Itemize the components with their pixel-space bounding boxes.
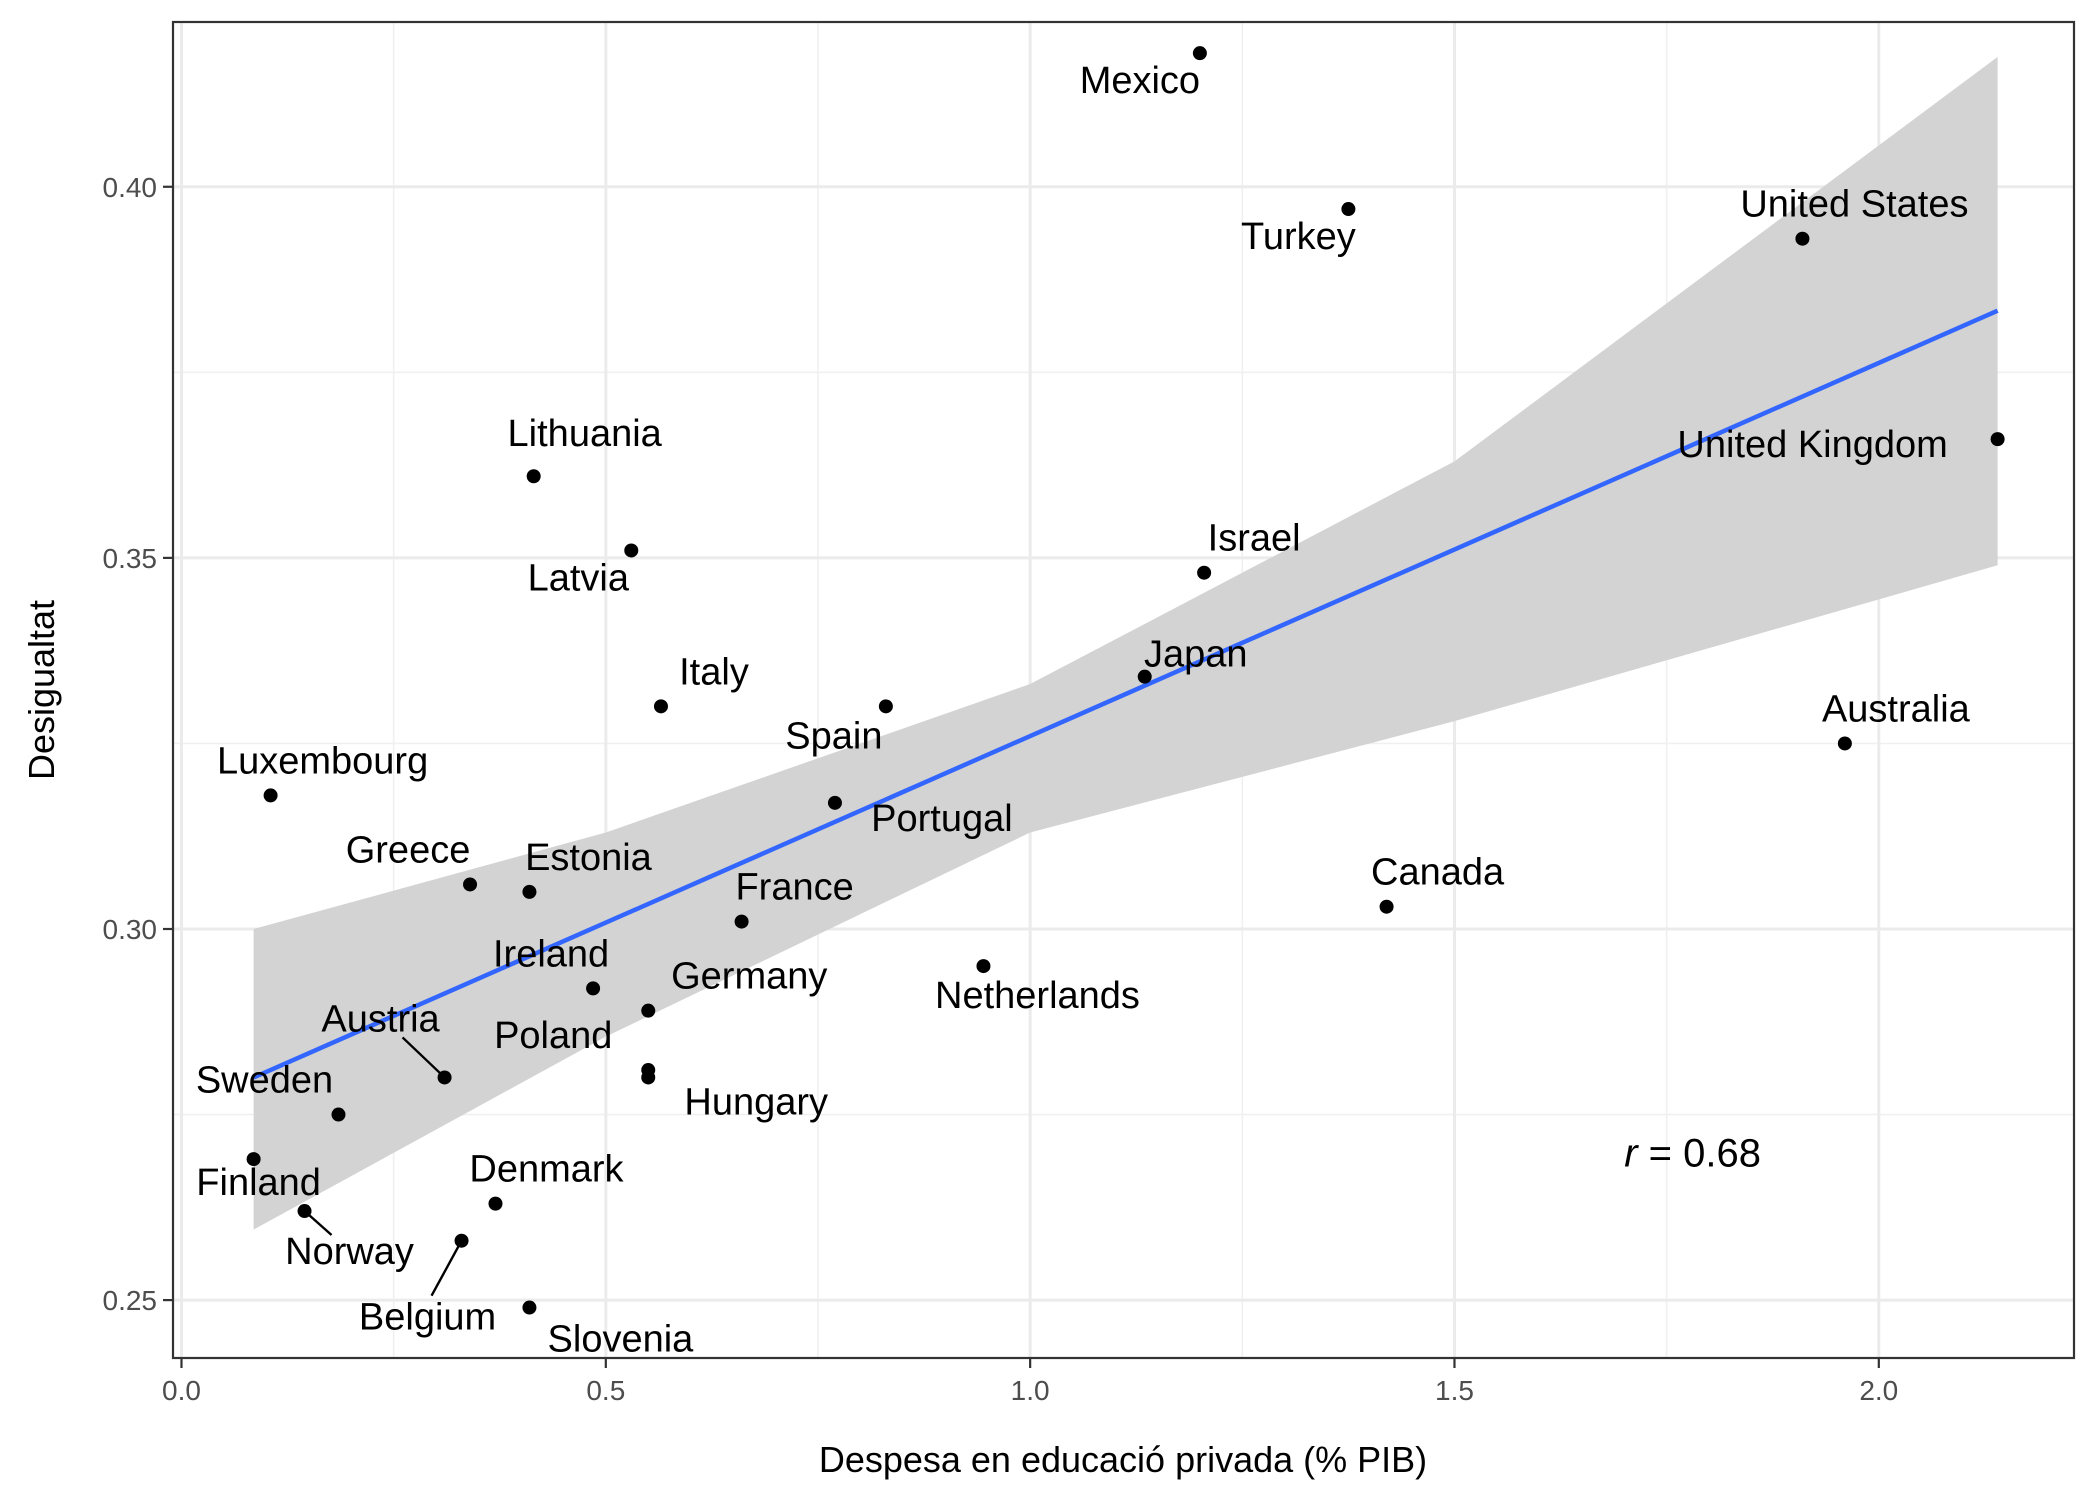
trend-line xyxy=(252,308,1999,1080)
point-france xyxy=(734,914,749,929)
point-ireland xyxy=(586,981,601,996)
y-axis: 0.25 0.30 0.35 0.40 xyxy=(103,172,173,1316)
point-finland xyxy=(246,1152,261,1167)
label-finland: Finland xyxy=(196,1162,321,1204)
point-spain xyxy=(878,699,893,714)
point-norway xyxy=(297,1204,312,1219)
x-tick-label: 0.0 xyxy=(162,1375,201,1406)
x-tick-label: 1.5 xyxy=(1435,1375,1474,1406)
label-denmark: Denmark xyxy=(469,1149,624,1191)
annotation-value: = 0.68 xyxy=(1638,1132,1761,1176)
point-labels: Mexico Turkey United States United Kingdom L… xyxy=(196,60,1971,1360)
point-latvia xyxy=(624,543,639,558)
point-israel xyxy=(1197,565,1212,580)
point-united-kingdom xyxy=(1990,432,2005,447)
label-greece: Greece xyxy=(346,829,471,871)
point-mexico xyxy=(1192,46,1207,61)
plot-panel-border xyxy=(171,20,2076,1360)
y-axis-title: Desigualtat xyxy=(21,600,62,780)
point-united-states xyxy=(1795,231,1810,246)
point-japan xyxy=(1137,669,1152,684)
label-canada: Canada xyxy=(1371,852,1505,894)
label-lithuania: Lithuania xyxy=(508,413,663,455)
label-france: France xyxy=(735,867,853,909)
point-slovenia xyxy=(522,1300,537,1315)
point-belgium xyxy=(454,1233,469,1248)
label-luxembourg: Luxembourg xyxy=(217,740,428,782)
label-hungary: Hungary xyxy=(684,1081,828,1123)
annotation-symbol: r xyxy=(1624,1132,1639,1176)
x-axis-title: Despesa en educació privada (% PIB) xyxy=(819,1439,1427,1480)
y-tick-label: 0.40 xyxy=(103,172,158,203)
label-turkey: Turkey xyxy=(1241,216,1356,258)
label-estonia: Estonia xyxy=(525,837,653,879)
label-japan: Japan xyxy=(1144,634,1248,676)
y-tick-label: 0.30 xyxy=(103,914,158,945)
label-spain: Spain xyxy=(785,715,882,757)
point-greece xyxy=(463,877,478,892)
label-australia: Australia xyxy=(1822,688,1971,730)
y-tick-label: 0.35 xyxy=(103,543,158,574)
point-portugal xyxy=(827,795,842,810)
point-italy xyxy=(653,699,668,714)
point-hungary xyxy=(641,1070,656,1085)
label-netherlands: Netherlands xyxy=(935,975,1140,1017)
point-austria xyxy=(437,1070,452,1085)
leader-line-austria xyxy=(401,1036,446,1079)
point-turkey xyxy=(1341,202,1356,217)
label-poland: Poland xyxy=(494,1015,612,1057)
y-tick-label: 0.25 xyxy=(103,1285,158,1316)
point-netherlands xyxy=(976,959,991,974)
x-tick-label: 0.5 xyxy=(586,1375,625,1406)
label-norway: Norway xyxy=(285,1231,414,1273)
label-slovenia: Slovenia xyxy=(548,1319,695,1361)
point-germany xyxy=(641,1003,656,1018)
point-denmark xyxy=(488,1196,503,1211)
x-tick-label: 1.0 xyxy=(1011,1375,1050,1406)
label-portugal: Portugal xyxy=(871,798,1013,840)
point-canada xyxy=(1379,899,1394,914)
point-luxembourg xyxy=(263,788,278,803)
point-estonia xyxy=(522,884,537,899)
label-united-states: United States xyxy=(1740,184,1968,226)
label-belgium: Belgium xyxy=(359,1297,496,1339)
point-australia xyxy=(1837,736,1852,751)
label-israel: Israel xyxy=(1208,518,1301,560)
data-points xyxy=(246,46,2005,1315)
x-axis: 0.0 0.5 1.0 1.5 2.0 xyxy=(162,1358,1898,1406)
label-mexico: Mexico xyxy=(1080,60,1200,102)
leader-line-belgium xyxy=(430,1240,463,1297)
x-tick-label: 2.0 xyxy=(1859,1375,1898,1406)
label-austria: Austria xyxy=(321,998,440,1040)
point-lithuania xyxy=(526,469,541,484)
label-germany: Germany xyxy=(671,956,827,998)
label-latvia: Latvia xyxy=(528,557,630,599)
correlation-annotation: r = 0.68 xyxy=(1624,1132,1761,1176)
label-united-kingdom: United Kingdom xyxy=(1677,424,1947,466)
confidence-band xyxy=(253,56,1998,1230)
label-italy: Italy xyxy=(679,651,749,693)
label-sweden: Sweden xyxy=(196,1060,333,1102)
label-ireland: Ireland xyxy=(493,933,609,975)
point-sweden xyxy=(331,1107,346,1122)
